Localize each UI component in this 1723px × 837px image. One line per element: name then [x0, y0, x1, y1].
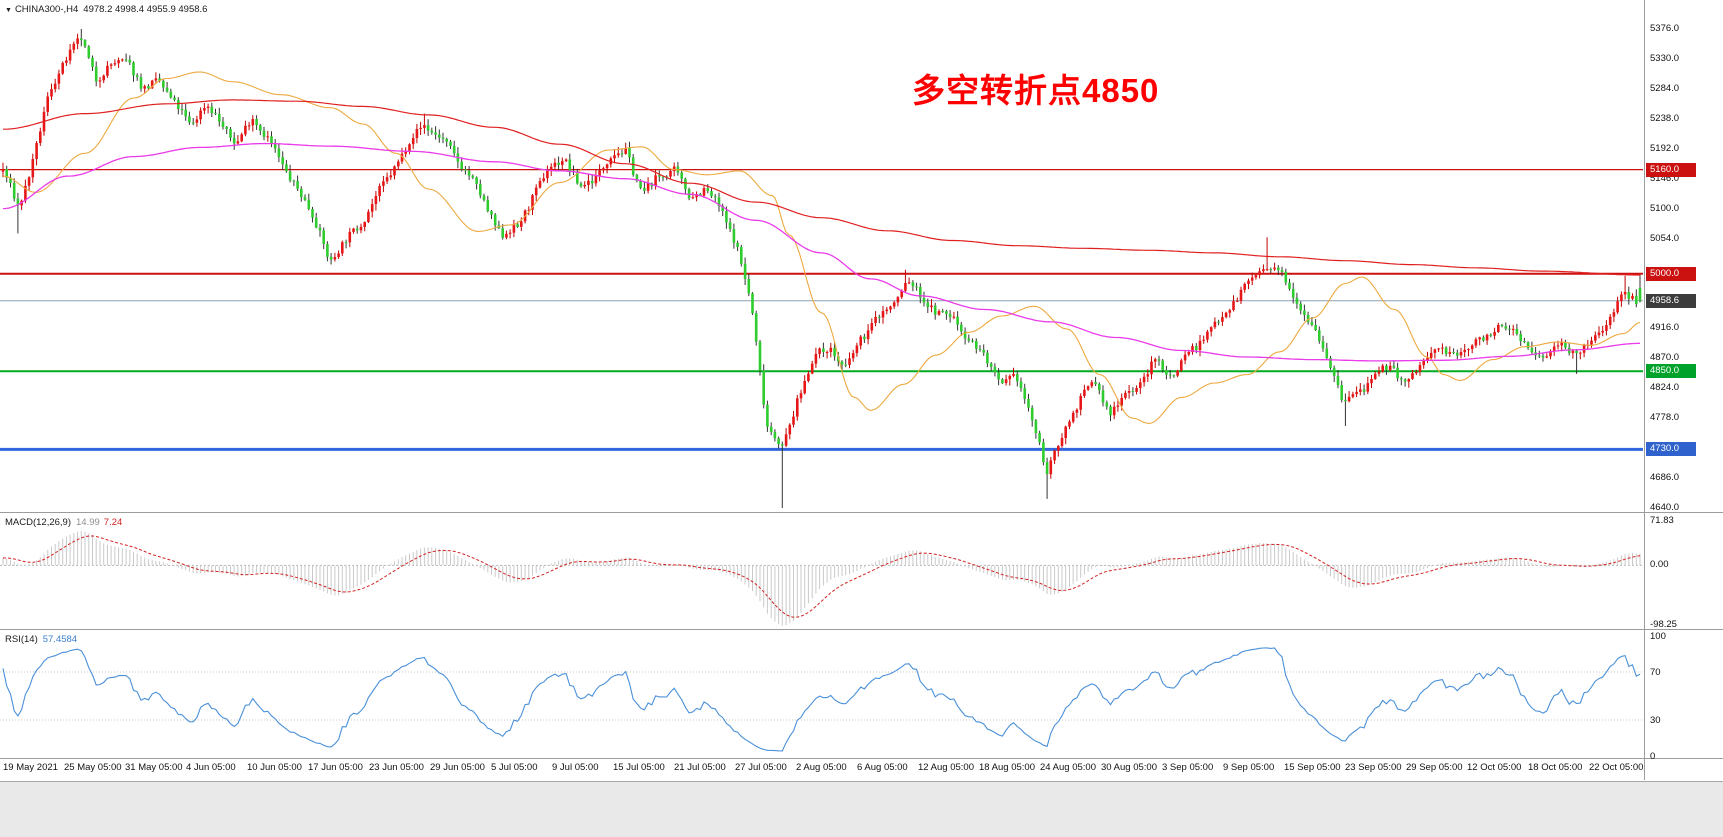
time-label: 9 Jul 05:00: [552, 762, 599, 773]
time-label: 18 Aug 05:00: [979, 762, 1035, 773]
rsi-pane[interactable]: [0, 630, 1645, 758]
symbol-timeframe-label: CHINA300-,H4: [14, 4, 79, 15]
macd-signal-line: [2, 535, 1641, 618]
macd-pane[interactable]: [0, 513, 1645, 629]
macd-signal-value: 7.24: [103, 517, 123, 528]
ma-mid: [2, 142, 1641, 362]
time-label: 12 Oct 05:00: [1467, 762, 1522, 773]
macd-main-value: 14.99: [76, 517, 100, 528]
symbol-dropdown-icon[interactable]: ▼: [5, 7, 12, 14]
current-price-tag: 4958.6: [1646, 294, 1696, 308]
time-label: 12 Aug 05:00: [918, 762, 974, 773]
level-price-tag: 4730.0: [1646, 442, 1696, 456]
price-scale-label: 4686.0: [1650, 472, 1680, 483]
price-scale-label: 4916.0: [1650, 322, 1680, 333]
price-scale-label: 5376.0: [1650, 23, 1680, 34]
time-label: 30 Aug 05:00: [1101, 762, 1157, 773]
time-label: 23 Jun 05:00: [369, 762, 424, 773]
time-label: 5 Jul 05:00: [491, 762, 538, 773]
time-label: 17 Jun 05:00: [308, 762, 363, 773]
symbol-header[interactable]: ▼ CHINA300-,H4 4978.2 4998.4 4955.9 4958.6: [5, 4, 207, 15]
price-scale-label: 5284.0: [1650, 83, 1680, 94]
moving-averages: [2, 71, 1641, 424]
bottom-panel: [0, 781, 1723, 837]
rsi-line: [2, 647, 1641, 752]
macd-histogram: [2, 531, 1641, 626]
level-price-tag: 5160.0: [1646, 163, 1696, 177]
time-label: 22 Oct 05:00: [1589, 762, 1644, 773]
chart-text-annotation: 多空转折点4850: [912, 72, 1160, 109]
time-label: 10 Jun 05:00: [247, 762, 302, 773]
price-scale-label: 4870.0: [1650, 352, 1680, 363]
time-label: 2 Aug 05:00: [796, 762, 847, 773]
time-label: 23 Sep 05:00: [1345, 762, 1402, 773]
macd-scale-label: -98.25: [1650, 619, 1677, 630]
rsi-value: 57.4584: [42, 634, 78, 645]
time-label: 25 May 05:00: [64, 762, 122, 773]
macd-scale-label: 0.00: [1650, 559, 1669, 570]
rsi-scale-label: 0: [1650, 751, 1656, 762]
ma-slow: [3, 99, 1640, 276]
time-label: 29 Sep 05:00: [1406, 762, 1463, 773]
price-scale-label: 5238.0: [1650, 113, 1680, 124]
time-label: 18 Oct 05:00: [1528, 762, 1583, 773]
price-scale-label: 4778.0: [1650, 412, 1680, 423]
ohlc-values: 4978.2 4998.4 4955.9 4958.6: [83, 4, 208, 15]
time-label: 3 Sep 05:00: [1162, 762, 1214, 773]
main-chart-pane[interactable]: [0, 0, 1645, 512]
macd-indicator-label: MACD(12,26,9) 14.99 7.24: [5, 517, 123, 528]
price-scale-label: 4640.0: [1650, 502, 1680, 513]
time-label: 29 Jun 05:00: [430, 762, 485, 773]
horizontal-level-lines: [0, 169, 1643, 451]
price-scale-label: 5330.0: [1650, 53, 1680, 64]
rsi-scale-label: 30: [1650, 715, 1661, 726]
price-scale-label: 5054.0: [1650, 233, 1680, 244]
ma-fast: [2, 71, 1641, 424]
price-scale-label: 5100.0: [1650, 203, 1680, 214]
time-label: 4 Jun 05:00: [186, 762, 236, 773]
level-price-tag: 5000.0: [1646, 267, 1696, 281]
time-label: 15 Sep 05:00: [1284, 762, 1341, 773]
time-label: 9 Sep 05:00: [1223, 762, 1275, 773]
price-scale-label: 5146.0: [1650, 173, 1680, 184]
rsi-scale-label: 70: [1650, 667, 1661, 678]
time-label: 21 Jul 05:00: [674, 762, 726, 773]
time-label: 31 May 05:00: [125, 762, 183, 773]
time-label: 27 Jul 05:00: [735, 762, 787, 773]
candle-bodies: [1, 38, 1642, 475]
time-label: 15 Jul 05:00: [613, 762, 665, 773]
rsi-scale-label: 100: [1650, 631, 1666, 642]
time-label: 19 May 2021: [3, 762, 58, 773]
price-scale-label: 4824.0: [1650, 382, 1680, 393]
time-label: 24 Aug 05:00: [1040, 762, 1096, 773]
time-label: 6 Aug 05:00: [857, 762, 908, 773]
level-price-tag: 4850.0: [1646, 364, 1696, 378]
macd-scale-label: 71.83: [1650, 515, 1674, 526]
price-scale-label: 5192.0: [1650, 143, 1680, 154]
rsi-indicator-label: RSI(14) 57.4584: [5, 634, 78, 645]
